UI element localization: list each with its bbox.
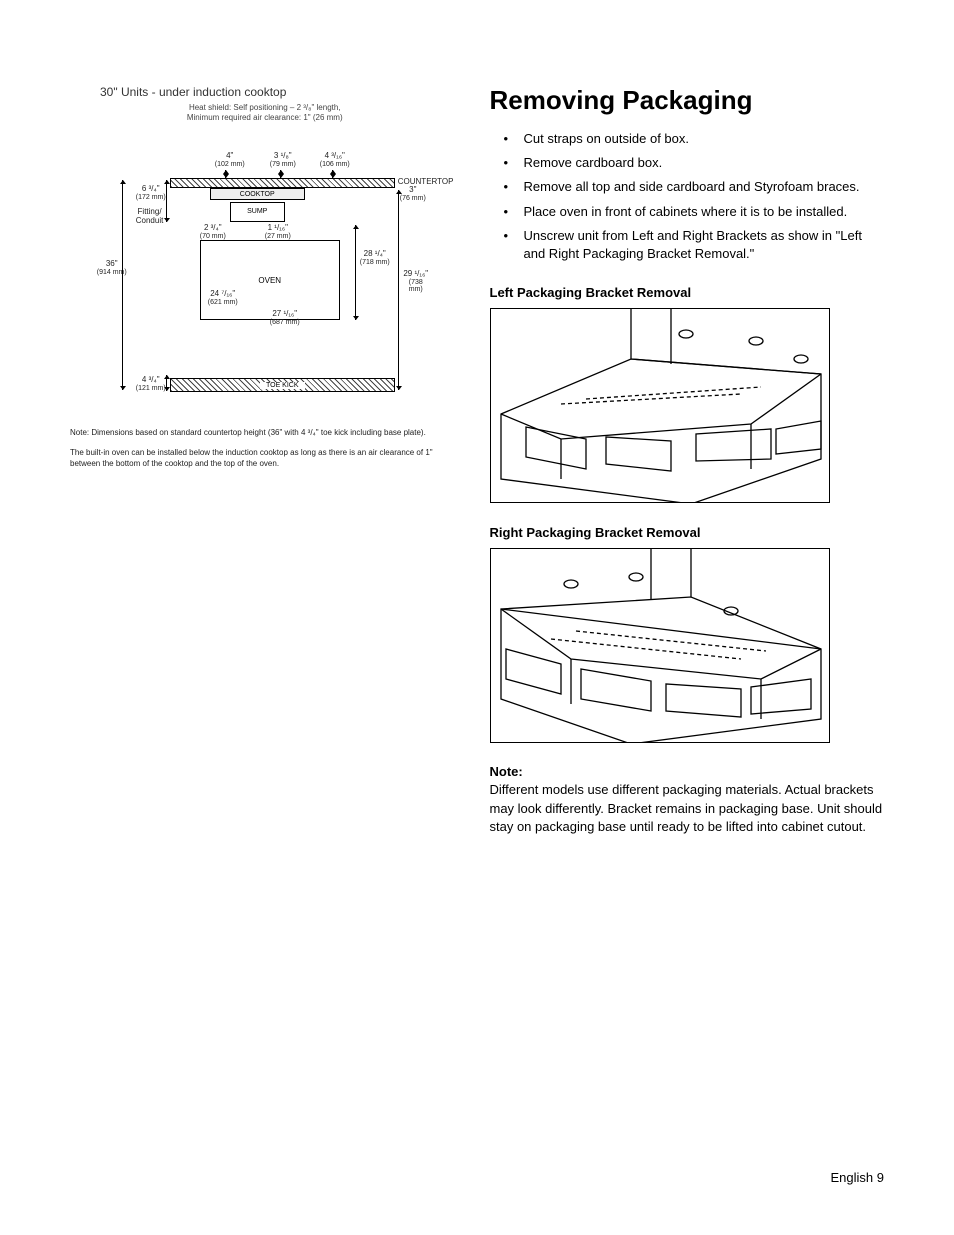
- left-bracket-svg: [491, 309, 830, 503]
- list-item: Unscrew unit from Left and Right Bracket…: [504, 227, 885, 263]
- right-bracket-figure: [490, 548, 830, 743]
- list-item: Remove all top and side cardboard and St…: [504, 178, 885, 196]
- section-heading: Removing Packaging: [490, 85, 885, 116]
- list-item: Place oven in front of cabinets where it…: [504, 203, 885, 221]
- instruction-list: Cut straps on outside of box. Remove car…: [490, 130, 885, 263]
- list-item: Cut straps on outside of box.: [504, 130, 885, 148]
- toekick-bar: TOE KICK: [170, 378, 395, 392]
- right-bracket-svg: [491, 549, 830, 743]
- note-block: Note: Different models use different pac…: [490, 763, 885, 836]
- list-item: Remove cardboard box.: [504, 154, 885, 172]
- left-bracket-figure: [490, 308, 830, 503]
- diagram-note-2: The built-in oven can be installed below…: [70, 448, 460, 469]
- cooktop-box: COOKTOP: [210, 188, 305, 200]
- heat-shield-note: Heat shield: Self positioning – 2 ³/₈" l…: [70, 103, 460, 124]
- oven-box: OVEN: [200, 240, 340, 320]
- note-body: Different models use different packaging…: [490, 782, 883, 833]
- page-footer: English 9: [831, 1170, 884, 1185]
- note-label: Note:: [490, 763, 885, 781]
- diagram-title: 30" Units - under induction cooktop: [100, 85, 460, 99]
- left-column: 30" Units - under induction cooktop Heat…: [70, 85, 460, 836]
- left-bracket-heading: Left Packaging Bracket Removal: [490, 285, 885, 300]
- diagram-note-1: Note: Dimensions based on standard count…: [70, 428, 460, 438]
- right-column: Removing Packaging Cut straps on outside…: [490, 85, 885, 836]
- dimension-diagram: 4"(102 mm) 3 ¹/₈"(79 mm) 4 ³/₁₆"(106 mm)…: [100, 130, 430, 410]
- right-bracket-heading: Right Packaging Bracket Removal: [490, 525, 885, 540]
- countertop-bar: [170, 178, 395, 188]
- sump-box: SUMP: [230, 202, 285, 222]
